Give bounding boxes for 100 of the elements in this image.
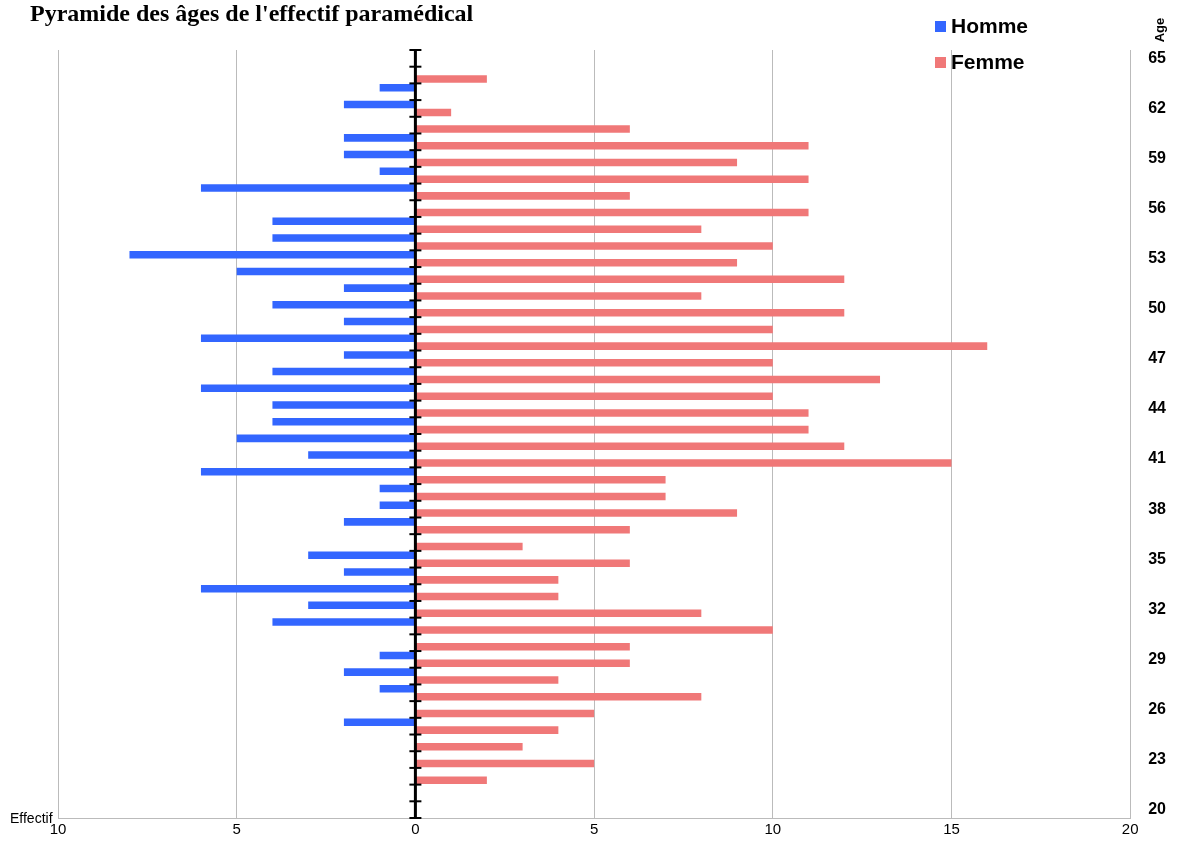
y-tick-label: 50 <box>1148 299 1167 317</box>
bar <box>308 551 415 560</box>
bar <box>415 526 630 534</box>
bar <box>415 308 845 317</box>
bar <box>415 258 738 267</box>
bar <box>415 475 666 484</box>
y-tick-label: 32 <box>1148 599 1167 617</box>
bar <box>343 568 415 576</box>
y-tick-label: 47 <box>1148 349 1167 367</box>
bar <box>415 208 809 217</box>
bar <box>415 392 773 400</box>
bar <box>415 375 881 384</box>
x-tick-label: 5 <box>232 820 241 838</box>
bar <box>415 409 809 417</box>
y-tick-label: 53 <box>1148 249 1167 267</box>
bar <box>415 442 845 451</box>
y-tick-label: 56 <box>1148 199 1167 217</box>
bar <box>272 401 415 409</box>
x-tick-label: 5 <box>589 820 599 838</box>
bar <box>415 192 630 200</box>
y-tick-label: 20 <box>1148 800 1167 818</box>
bar <box>272 417 415 426</box>
bar <box>415 275 845 284</box>
bar <box>415 592 559 601</box>
y-tick-label: 44 <box>1148 399 1167 417</box>
bar <box>379 501 415 509</box>
bar <box>415 225 702 234</box>
bar <box>415 108 452 117</box>
bar <box>415 459 952 467</box>
bar <box>415 759 595 768</box>
bar <box>415 659 630 668</box>
x-tick-label: 20 <box>1121 820 1139 838</box>
y-tick-label: 26 <box>1148 699 1167 717</box>
legend-label: Femme <box>951 50 1025 74</box>
x-tick-label: 15 <box>943 820 960 838</box>
bar <box>236 434 415 443</box>
bar <box>415 492 666 501</box>
bar <box>343 668 415 676</box>
bar <box>379 84 415 92</box>
bar <box>415 175 809 183</box>
chart-title: Pyramide des âges de l'effectif paramédical <box>30 0 474 27</box>
bar <box>415 776 487 784</box>
bar <box>415 359 773 367</box>
bar <box>343 134 415 142</box>
y-tick-label: 23 <box>1148 749 1167 767</box>
bar <box>200 384 415 393</box>
bar <box>415 509 738 517</box>
bar <box>272 367 415 376</box>
bar <box>415 142 809 150</box>
y-tick-label: 62 <box>1148 98 1167 116</box>
bar <box>415 576 559 584</box>
bar <box>415 425 809 434</box>
bar <box>415 609 702 618</box>
bar <box>272 217 415 226</box>
bar <box>415 292 702 300</box>
bar <box>236 267 415 276</box>
bar <box>415 709 595 718</box>
bar <box>343 284 415 292</box>
bar <box>343 150 415 159</box>
bar <box>415 542 523 551</box>
y-tick-label: 59 <box>1148 148 1167 166</box>
bar <box>415 642 630 651</box>
bar <box>379 651 415 660</box>
bar <box>343 718 415 726</box>
bar <box>415 743 523 751</box>
y-tick-label: 41 <box>1148 449 1167 467</box>
bar <box>308 601 415 610</box>
y-axis-title: Age <box>1151 17 1167 43</box>
bar <box>379 167 415 176</box>
bar <box>415 242 773 250</box>
y-tick-label: 35 <box>1148 549 1167 567</box>
bar <box>129 250 415 259</box>
bar <box>343 317 415 326</box>
bar <box>415 559 630 567</box>
legend-label: Homme <box>951 14 1029 38</box>
bar <box>415 342 988 350</box>
bar <box>200 184 415 192</box>
bar <box>415 692 702 701</box>
bar <box>415 158 738 167</box>
x-tick-label: 10 <box>764 820 782 838</box>
bar <box>200 334 415 342</box>
y-tick-label: 38 <box>1148 499 1167 517</box>
bar <box>200 584 415 593</box>
bar <box>415 325 773 334</box>
bar <box>415 726 559 734</box>
bar <box>200 468 415 476</box>
bar <box>415 75 487 83</box>
y-tick-label: 65 <box>1148 48 1167 66</box>
bar <box>415 125 630 133</box>
bar <box>415 626 773 634</box>
bar <box>308 451 415 459</box>
bar <box>379 484 415 493</box>
bar <box>272 618 415 626</box>
y-tick-label: 29 <box>1148 649 1167 667</box>
bar <box>272 301 415 309</box>
bar <box>272 234 415 242</box>
bar <box>343 518 415 526</box>
bar <box>379 685 415 693</box>
x-tick-label: 0 <box>411 820 420 838</box>
bar <box>415 676 559 684</box>
